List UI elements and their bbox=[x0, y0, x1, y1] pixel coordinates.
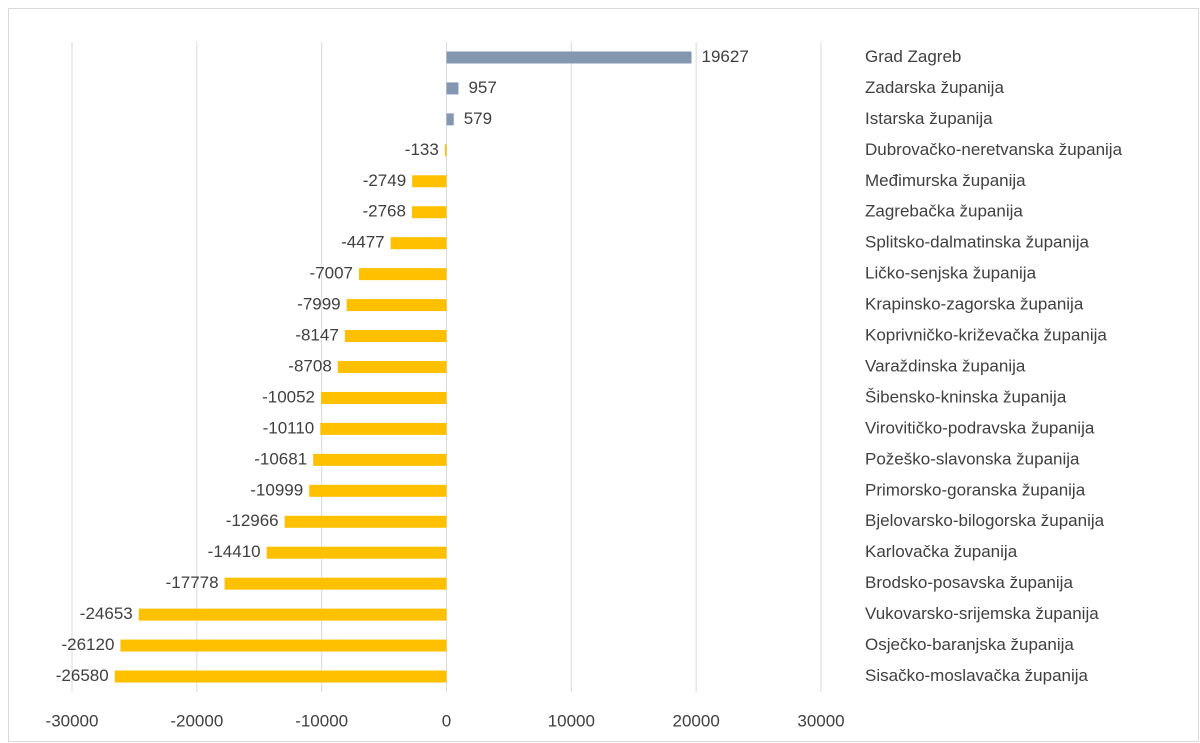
bar bbox=[346, 299, 447, 312]
data-label: -7999 bbox=[297, 295, 340, 314]
category-label: Bjelovarsko-bilogorska županija bbox=[865, 511, 1105, 530]
x-tick-label: -20000 bbox=[170, 711, 223, 730]
category-label: Dubrovačko-neretvanska županija bbox=[865, 140, 1123, 159]
bar bbox=[321, 391, 447, 404]
category-label: Istarska županija bbox=[865, 109, 993, 128]
data-label: -8147 bbox=[295, 326, 338, 345]
x-tick-label: -30000 bbox=[46, 711, 99, 730]
bar bbox=[444, 144, 447, 157]
category-label: Grad Zagreb bbox=[865, 47, 961, 66]
data-label: -10681 bbox=[254, 449, 307, 468]
category-label: Primorsko-goranska županija bbox=[865, 480, 1086, 499]
data-label: -7007 bbox=[310, 264, 353, 283]
category-label: Zadarska županija bbox=[865, 78, 1004, 97]
category-label: Ličko-senjska županija bbox=[865, 264, 1037, 283]
data-label: -10110 bbox=[263, 418, 315, 437]
x-tick-label: 10000 bbox=[548, 711, 595, 730]
data-label: -26120 bbox=[61, 635, 114, 654]
category-label: Varaždinska županija bbox=[865, 356, 1026, 375]
data-label: 19627 bbox=[702, 47, 749, 66]
category-label: Sisačko-moslavačka županija bbox=[865, 666, 1089, 685]
x-tick-label: -10000 bbox=[295, 711, 348, 730]
bar bbox=[309, 484, 447, 497]
bar bbox=[114, 670, 447, 683]
category-label: Međimurska županija bbox=[865, 171, 1026, 190]
category-label: Koprivničko-križevačka županija bbox=[865, 326, 1107, 345]
data-label: -17778 bbox=[166, 573, 219, 592]
data-label: -10999 bbox=[250, 480, 303, 499]
data-label: -14410 bbox=[208, 542, 261, 561]
bar bbox=[313, 453, 447, 466]
category-label: Karlovačka županija bbox=[865, 542, 1018, 561]
bar bbox=[337, 361, 447, 373]
bar bbox=[411, 206, 447, 219]
category-label: Vukovarsko-srijemska županija bbox=[865, 604, 1099, 623]
bar bbox=[266, 546, 447, 559]
data-label: -133 bbox=[405, 140, 439, 159]
bar bbox=[284, 515, 447, 528]
bar bbox=[344, 330, 447, 343]
data-label: -26580 bbox=[56, 666, 109, 685]
data-label: -8708 bbox=[288, 356, 331, 375]
data-label: -10052 bbox=[262, 387, 315, 406]
category-label: Krapinsko-zagorska županija bbox=[865, 295, 1084, 314]
bar bbox=[120, 639, 447, 652]
bar bbox=[446, 82, 459, 95]
category-label: Šibensko-kninska županija bbox=[865, 387, 1067, 406]
data-label: -24653 bbox=[80, 604, 133, 623]
data-label: -2768 bbox=[362, 202, 405, 221]
bar bbox=[224, 577, 447, 590]
category-label: Virovitičko-podravska županija bbox=[865, 418, 1095, 437]
category-label: Požeško-slavonska županija bbox=[865, 449, 1080, 468]
data-label: -2749 bbox=[363, 171, 406, 190]
bar bbox=[412, 175, 447, 188]
category-label: Splitsko-dalmatinska županija bbox=[865, 233, 1089, 252]
bar bbox=[320, 422, 447, 435]
data-label: 957 bbox=[468, 78, 496, 97]
data-label: -12966 bbox=[226, 511, 279, 530]
bar bbox=[446, 51, 692, 64]
x-tick-label: 30000 bbox=[797, 711, 844, 730]
bar bbox=[359, 268, 447, 281]
data-label: -4477 bbox=[341, 233, 384, 252]
x-tick-label: 0 bbox=[442, 711, 451, 730]
bar bbox=[390, 237, 447, 250]
bar bbox=[446, 113, 454, 126]
category-label: Brodsko-posavska županija bbox=[865, 573, 1073, 592]
category-label: Zagrebačka županija bbox=[865, 202, 1023, 221]
data-label: 579 bbox=[464, 109, 492, 128]
bar bbox=[138, 608, 447, 621]
category-label: Osječko-baranjska županija bbox=[865, 635, 1074, 654]
x-tick-label: 20000 bbox=[673, 711, 720, 730]
